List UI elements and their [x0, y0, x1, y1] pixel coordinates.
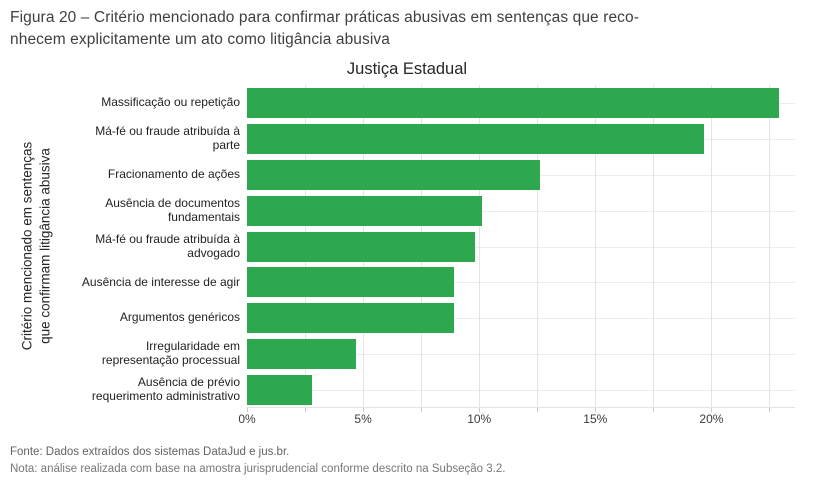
- figure-caption-line-1: Figura 20 – Critério mencionado para con…: [10, 9, 640, 26]
- bar-3: [247, 159, 540, 190]
- x-axis-tick-mark: [479, 408, 481, 412]
- vertical-gridline: [653, 85, 655, 407]
- bar-8: [247, 339, 357, 370]
- x-axis-tick-mark: [653, 408, 655, 412]
- category-label-3: Fracionamento de ações: [62, 157, 240, 193]
- bar-1: [247, 87, 779, 118]
- category-label-9: Ausência de prévio requerimento administr…: [62, 372, 240, 408]
- vertical-gridline: [479, 85, 481, 407]
- category-label-1: Massificação ou repetição: [62, 85, 240, 121]
- bar-6: [247, 267, 454, 298]
- horizontal-gridline: [247, 210, 795, 212]
- x-axis-tick-label: 0%: [238, 412, 256, 426]
- category-label-8: Irregularidade em representação processua…: [62, 336, 240, 372]
- x-axis-tick-mark: [247, 408, 248, 412]
- x-axis-tick-label: 20%: [699, 412, 724, 426]
- bar-7: [247, 303, 454, 334]
- figure-footer: Fonte: Dados extraídos dos sistemas Data…: [10, 444, 505, 479]
- category-label-line: Irregularidade em: [145, 339, 240, 354]
- category-label-line: Massificação ou repetição: [101, 95, 240, 110]
- category-label-4: Ausência de documentos fundamentais: [62, 193, 240, 229]
- vertical-gridline: [711, 85, 713, 407]
- x-axis-tick-mark: [711, 408, 713, 412]
- plot-area: [247, 85, 795, 412]
- category-label-line: representação processual: [101, 353, 240, 368]
- category-label-6: Ausência de interesse de agir: [62, 264, 240, 300]
- category-label-line: advogado: [187, 245, 240, 260]
- vertical-gridline: [537, 85, 539, 407]
- x-axis-tick-labels: 0% 5% 10% 15% 20%: [238, 412, 795, 428]
- category-label-line: Ausência de interesse de agir: [81, 274, 240, 289]
- x-axis-tick-label: 5%: [354, 412, 372, 426]
- category-label-5: Má-fé ou fraude atribuída à advogado: [62, 229, 240, 265]
- x-axis-tick-mark: [769, 408, 771, 412]
- horizontal-gridline: [247, 246, 795, 248]
- category-label-line: parte: [212, 137, 240, 152]
- chart-title: Justiça Estadual: [346, 60, 468, 78]
- y-axis-title: Critério mencionado em sentenças que con…: [18, 142, 53, 351]
- y-axis-title-line-2: que confirmam litigância abusiva: [37, 148, 52, 344]
- category-label-line: Fracionamento de ações: [107, 166, 240, 181]
- x-axis-tick-mark: [595, 408, 597, 412]
- category-label-line: Má-fé ou fraude atribuída à: [95, 124, 240, 139]
- horizontal-gridline: [247, 390, 795, 392]
- source-text: Fonte: Dados extraídos dos sistemas Data…: [10, 446, 290, 458]
- category-label-line: Argumentos genéricos: [119, 310, 240, 325]
- vertical-gridline: [769, 85, 771, 407]
- y-axis-title-line-1: Critério mencionado em sentenças: [19, 141, 35, 351]
- horizontal-gridline: [247, 282, 795, 284]
- vertical-gridline: [595, 85, 597, 407]
- bar-9: [247, 375, 313, 406]
- x-axis-tick-label: 15%: [583, 412, 608, 426]
- x-axis-tick-label: 10%: [467, 412, 492, 426]
- horizontal-gridline: [247, 354, 795, 356]
- figure-caption-line-2: nhecem explicitamente um ato como litigâ…: [10, 31, 390, 48]
- category-label-line: Ausência de prévio: [137, 375, 240, 390]
- x-axis-tick-mark: [363, 408, 365, 412]
- bar-5: [247, 231, 475, 262]
- category-label-2: Má-fé ou fraude atribuída à parte: [62, 121, 240, 157]
- category-label-line: requerimento administrativo: [91, 389, 240, 404]
- category-label-line: Ausência de documentos: [105, 195, 240, 210]
- category-label-line: fundamentais: [167, 209, 240, 224]
- note-text: Nota: análise realizada com base na amos…: [10, 463, 506, 476]
- category-label-7: Argumentos genéricos: [62, 300, 240, 336]
- category-label-line: Má-fé ou fraude atribuída à: [95, 231, 240, 246]
- x-axis-tick-mark: [537, 408, 539, 412]
- x-axis-tick-mark: [421, 408, 423, 412]
- x-axis-tick-mark: [305, 408, 307, 412]
- horizontal-gridline: [247, 318, 795, 320]
- bar-4: [247, 195, 482, 226]
- category-labels: Massificação ou repetição Má-fé ou fraude…: [62, 85, 240, 408]
- bar-2: [247, 123, 705, 154]
- figure-caption: Figura 20 – Critério mencionado para con…: [10, 7, 810, 51]
